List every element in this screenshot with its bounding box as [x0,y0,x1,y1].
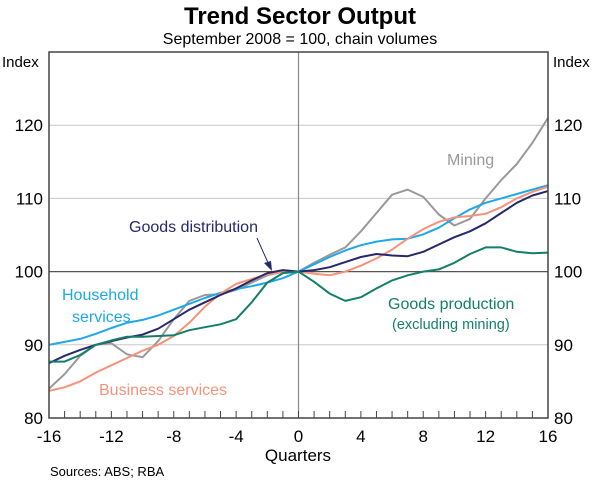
label-mining: Mining [447,152,494,169]
y-axis-unit-left: Index [2,54,39,71]
label-goods-production-line2: (excluding mining) [392,317,510,333]
series-line-goods-production-excluding-mining [49,246,549,363]
y-tick-label-left-100: 100 [15,263,43,282]
source-note: Sources: ABS; RBA [50,464,164,479]
goods-distribution-arrowhead-icon [264,261,272,271]
x-tick-label-4: 4 [356,427,365,446]
reference-lines [49,52,548,418]
y-tick-label-right-110: 110 [554,189,581,208]
y-tick-label-left-90: 90 [24,336,43,355]
y-axis-tick-labels: 80 80 90 90 100 100 110 110 120 120 [15,116,583,428]
x-tick-label--4: -4 [229,427,244,446]
series-lines [48,117,549,392]
y-axis-unit-right: Index [553,54,590,71]
y-tick-label-left-110: 110 [16,189,43,208]
chart-title: Trend Sector Output [184,3,416,30]
chart-subtitle: September 2008 = 100, chain volumes [163,31,437,48]
label-household-services-line2: services [72,309,131,326]
label-goods-production-line1: Goods production [388,296,514,313]
x-axis-label: Quarters [265,446,331,465]
y-tick-label-left-80: 80 [24,409,43,428]
label-household-services-line1: Household [62,287,139,304]
y-tick-label-right-100: 100 [554,263,582,282]
x-tick-label--8: -8 [166,427,181,446]
x-tick-label--12: -12 [99,427,124,446]
x-tick-label--16: -16 [37,427,62,446]
x-tick-label-16: 16 [539,427,558,446]
x-tick-label-0: 0 [294,427,303,446]
y-tick-label-right-80: 80 [554,409,573,428]
label-goods-distribution: Goods distribution [129,219,258,236]
y-tick-label-left-120: 120 [15,116,43,135]
x-axis-ticks [48,411,549,418]
y-tick-label-right-90: 90 [554,336,573,355]
x-axis-tick-labels: -16 -12 -8 -4 0 4 8 12 16 [37,427,558,446]
x-tick-label-8: 8 [419,427,428,446]
y-tick-label-right-120: 120 [554,116,582,135]
goods-distribution-pointer [256,237,270,266]
label-business-services: Business services [99,382,227,399]
x-tick-label-12: 12 [476,427,495,446]
